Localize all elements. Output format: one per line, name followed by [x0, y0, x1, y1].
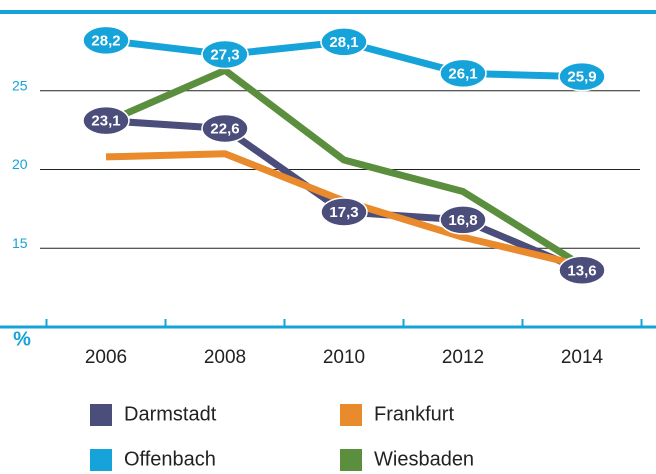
data-label-badge — [201, 39, 249, 70]
data-label-badge — [558, 255, 606, 286]
data-label: 26,1 — [448, 65, 477, 82]
y-axis-label: % — [13, 328, 31, 350]
x-tick-label: 2010 — [323, 347, 365, 368]
x-tick-label: 2014 — [561, 347, 604, 368]
x-tick-label: 2006 — [85, 347, 127, 368]
series-line — [104, 66, 584, 269]
legend-label: Darmstadt — [124, 403, 217, 425]
data-label: 28,1 — [329, 34, 358, 51]
data-label-badge — [201, 113, 249, 144]
data-label: 25,9 — [567, 69, 596, 86]
legend-swatch — [340, 449, 362, 471]
y-tick-label: 25 — [12, 77, 28, 93]
legend-label: Wiesbaden — [374, 448, 474, 470]
x-tick-label: 2008 — [204, 347, 246, 368]
y-tick-label: 20 — [12, 156, 28, 172]
data-label: 23,1 — [91, 113, 120, 130]
data-label-badge — [320, 197, 368, 227]
legend-swatch — [90, 404, 112, 426]
data-label: 13,6 — [567, 262, 596, 279]
y-tick-label: 15 — [12, 235, 28, 251]
data-label-badge — [439, 58, 487, 89]
data-label-badge — [82, 25, 130, 56]
legend-label: Offenbach — [124, 448, 216, 470]
legend-swatch — [340, 404, 362, 426]
legend-swatch — [90, 449, 112, 471]
data-label-badge — [82, 105, 130, 136]
data-label-badge — [320, 27, 368, 57]
x-tick-label: 2012 — [442, 347, 484, 368]
data-label: 27,3 — [210, 46, 239, 63]
legend-label: Frankfurt — [374, 403, 454, 425]
data-label: 28,2 — [91, 32, 120, 49]
data-label-badge — [558, 61, 606, 92]
data-label: 16,8 — [448, 212, 477, 229]
data-label: 22,6 — [210, 121, 239, 138]
data-label: 17,3 — [329, 204, 358, 221]
data-label-badge — [439, 205, 487, 235]
